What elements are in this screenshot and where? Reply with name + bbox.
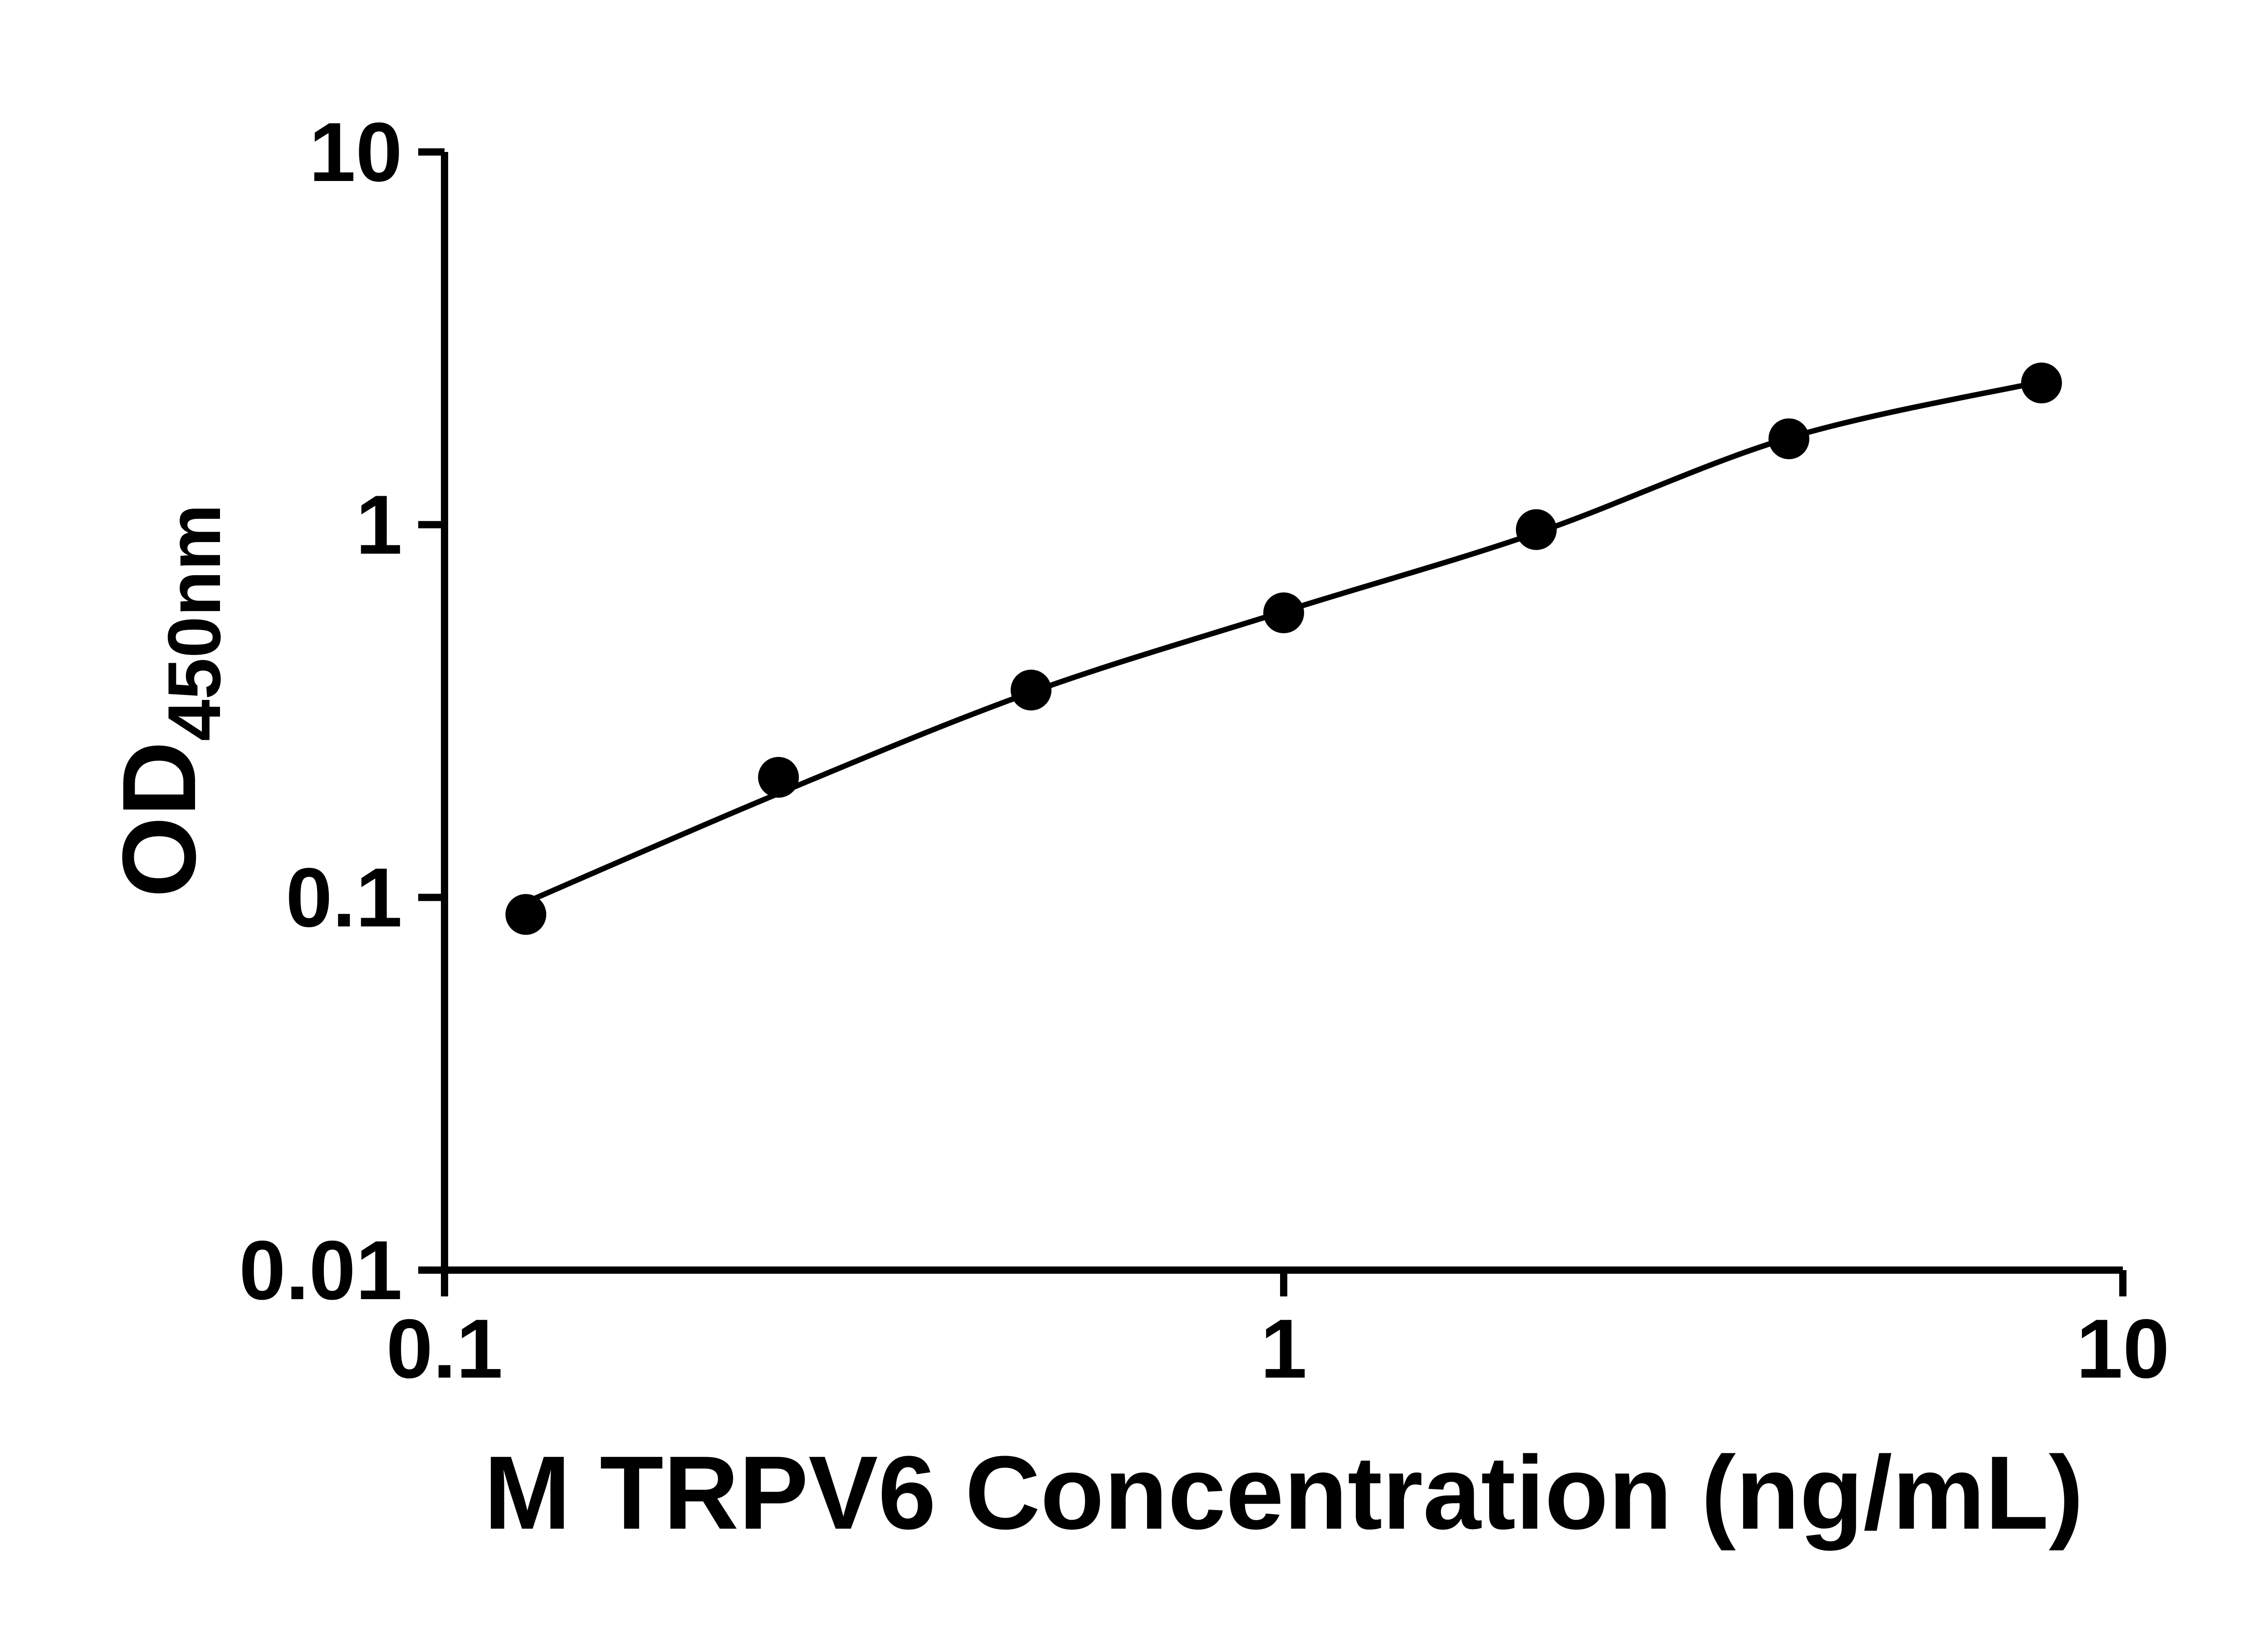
y-tick-label: 1 [356, 479, 402, 572]
x-tick-label: 10 [2076, 1302, 2170, 1396]
y-tick-label: 0.1 [286, 851, 402, 944]
y-axis-title-subscript: 450nm [152, 504, 236, 741]
y-axis-title: OD450nm [101, 504, 236, 898]
x-tick-label: 1 [1261, 1302, 1307, 1396]
y-tick-label: 10 [309, 106, 402, 199]
y-axis-title-main: OD [101, 741, 217, 898]
data-point [505, 894, 547, 935]
x-axis-title: M TRPV6 Concentration (ng/mL) [484, 1434, 2084, 1551]
data-point [1011, 670, 1052, 711]
data-point [1515, 509, 1557, 550]
data-point [2021, 362, 2062, 404]
data-series [505, 362, 2062, 935]
axes [418, 148, 2126, 1296]
data-point [1768, 418, 1809, 460]
x-tick-label: 0.1 [386, 1302, 503, 1396]
data-point [758, 757, 799, 798]
y-tick-label: 0.01 [239, 1224, 402, 1317]
data-point [1263, 592, 1304, 634]
